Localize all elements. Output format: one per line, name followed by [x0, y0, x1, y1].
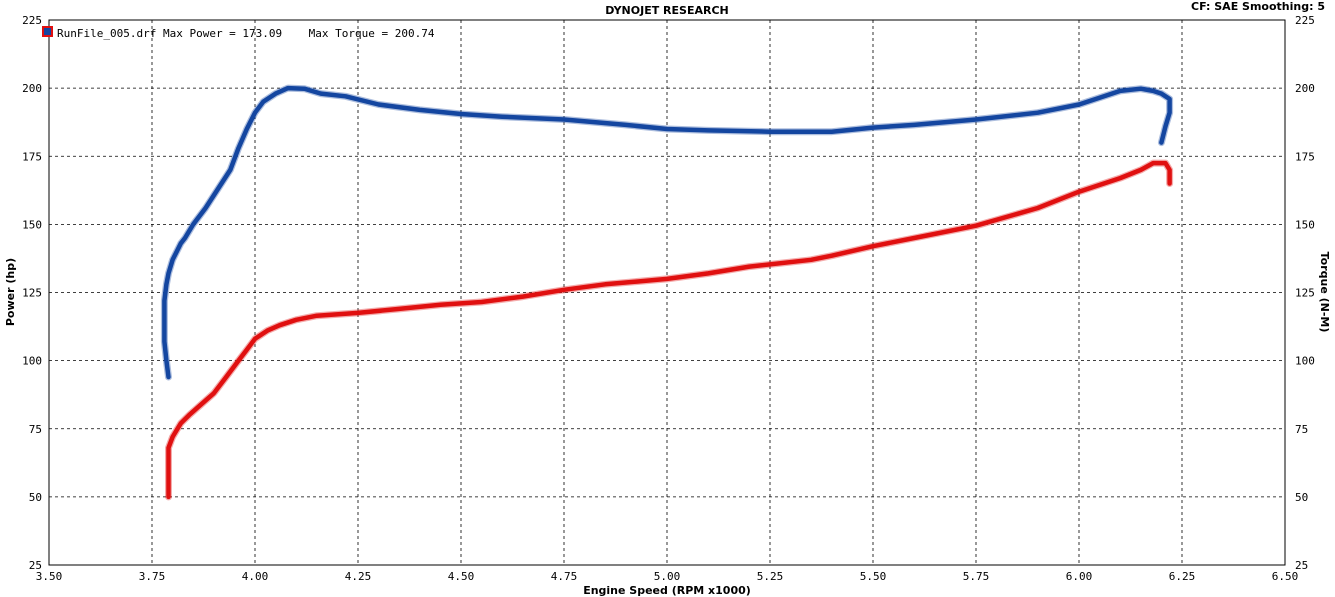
series-line-2	[166, 160, 1172, 500]
y-tick-label-right: 225	[1295, 14, 1315, 27]
y-axis-label-right: Torque (N-M)	[1318, 252, 1331, 333]
y-tick-label-left: 225	[22, 14, 42, 27]
y-tick-label-right: 25	[1295, 559, 1308, 572]
x-tick-label: 3.50	[36, 570, 63, 583]
y-tick-label-left: 150	[22, 218, 42, 231]
x-axis-label: Engine Speed (RPM x1000)	[583, 584, 751, 597]
x-tick-label: 5.50	[860, 570, 887, 583]
y-tick-label-left: 125	[22, 287, 42, 300]
y-tick-label-left: 75	[29, 423, 42, 436]
y-tick-label-right: 75	[1295, 423, 1308, 436]
x-tick-label: 4.50	[448, 570, 475, 583]
x-tick-label: 4.00	[242, 570, 269, 583]
x-tick-label: 6.00	[1066, 570, 1093, 583]
x-tick-label: 4.25	[345, 570, 372, 583]
y-tick-label-left: 25	[29, 559, 42, 572]
y-tick-label-right: 200	[1295, 82, 1315, 95]
legend-swatch	[42, 26, 53, 37]
x-tick-label: 5.25	[757, 570, 784, 583]
x-tick-label: 6.25	[1169, 570, 1196, 583]
series-line-1	[162, 85, 1172, 380]
y-tick-label-right: 125	[1295, 287, 1315, 300]
x-tick-label: 3.75	[139, 570, 166, 583]
y-tick-label-right: 175	[1295, 150, 1315, 163]
y-tick-label-left: 175	[22, 150, 42, 163]
header-right: CF: SAE Smoothing: 5	[1191, 0, 1325, 13]
chart-title: DYNOJET RESEARCH	[605, 4, 728, 17]
y-tick-label-right: 50	[1295, 491, 1308, 504]
y-tick-label-left: 200	[22, 82, 42, 95]
y-tick-label-right: 100	[1295, 355, 1315, 368]
x-tick-label: 5.75	[963, 570, 990, 583]
x-tick-label: 4.75	[551, 570, 578, 583]
x-tick-label: 5.00	[654, 570, 681, 583]
y-tick-label-right: 150	[1295, 218, 1315, 231]
legend-text: RunFile_005.drf Max Power = 173.09 Max T…	[57, 27, 435, 40]
y-tick-label-left: 100	[22, 355, 42, 368]
y-tick-label-left: 50	[29, 491, 42, 504]
series-layer	[160, 84, 1174, 501]
x-tick-label: 6.50	[1272, 570, 1299, 583]
y-axis-label-left: Power (hp)	[4, 258, 17, 326]
tick-labels: 3.50 3.75 4.00 4.25 4.50 4.75 5.00 5.25 5.50 5.75…	[22, 14, 1315, 583]
